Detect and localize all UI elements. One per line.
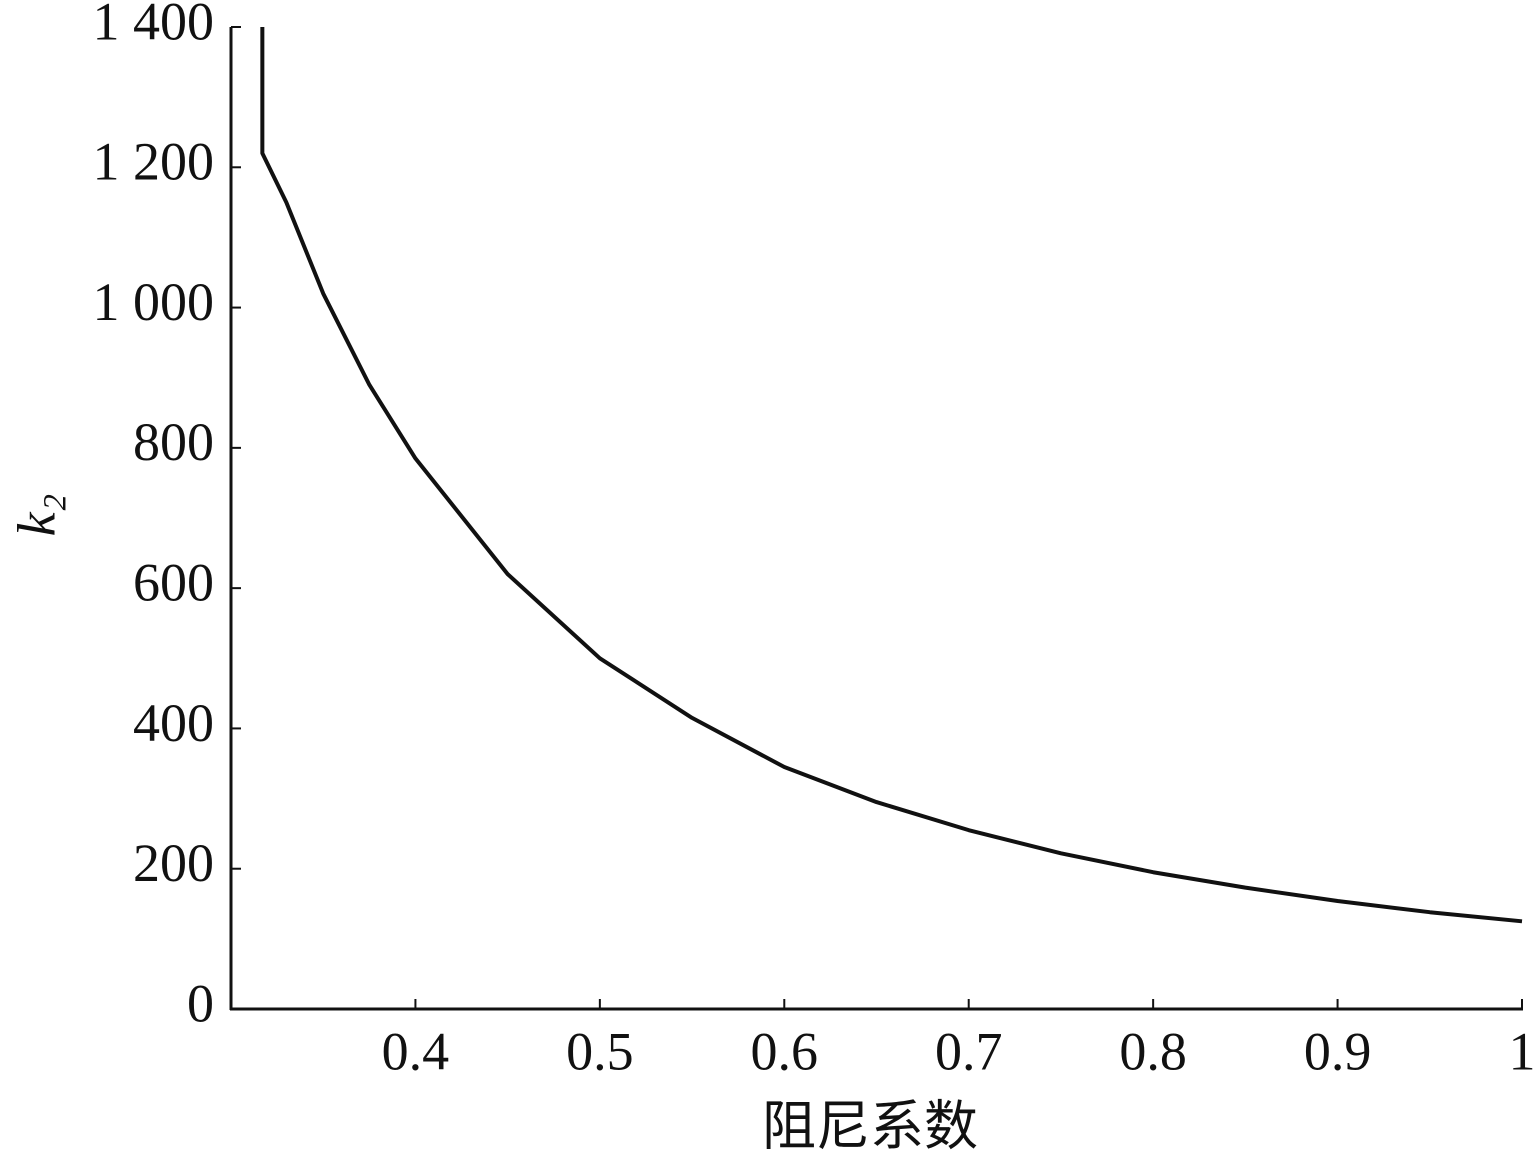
data-line xyxy=(260,27,1523,924)
x-tick-label: 0.5 xyxy=(566,1021,634,1081)
x-tick-label: 0.4 xyxy=(382,1021,450,1081)
x-tick-label: 0.8 xyxy=(1119,1021,1187,1081)
x-axis-label: 阻尼系数 xyxy=(762,1096,978,1156)
x-tick-label: 1 xyxy=(1509,1021,1536,1081)
x-tick-label: 0.6 xyxy=(751,1021,819,1081)
y-axis-label: k₂ xyxy=(6,494,66,537)
y-tick-label: 1 400 xyxy=(93,0,215,51)
y-tick-label: 400 xyxy=(133,693,214,753)
y-tick-label: 200 xyxy=(133,833,214,893)
y-tick-label: 0 xyxy=(187,973,214,1033)
x-tick-label: 0.9 xyxy=(1304,1021,1372,1081)
y-tick-label: 1 000 xyxy=(93,272,215,332)
x-tick-label: 0.7 xyxy=(935,1021,1003,1081)
y-tick-label: 600 xyxy=(133,553,214,613)
y-tick-label: 800 xyxy=(133,412,214,472)
y-tick-label: 1 200 xyxy=(93,132,215,192)
